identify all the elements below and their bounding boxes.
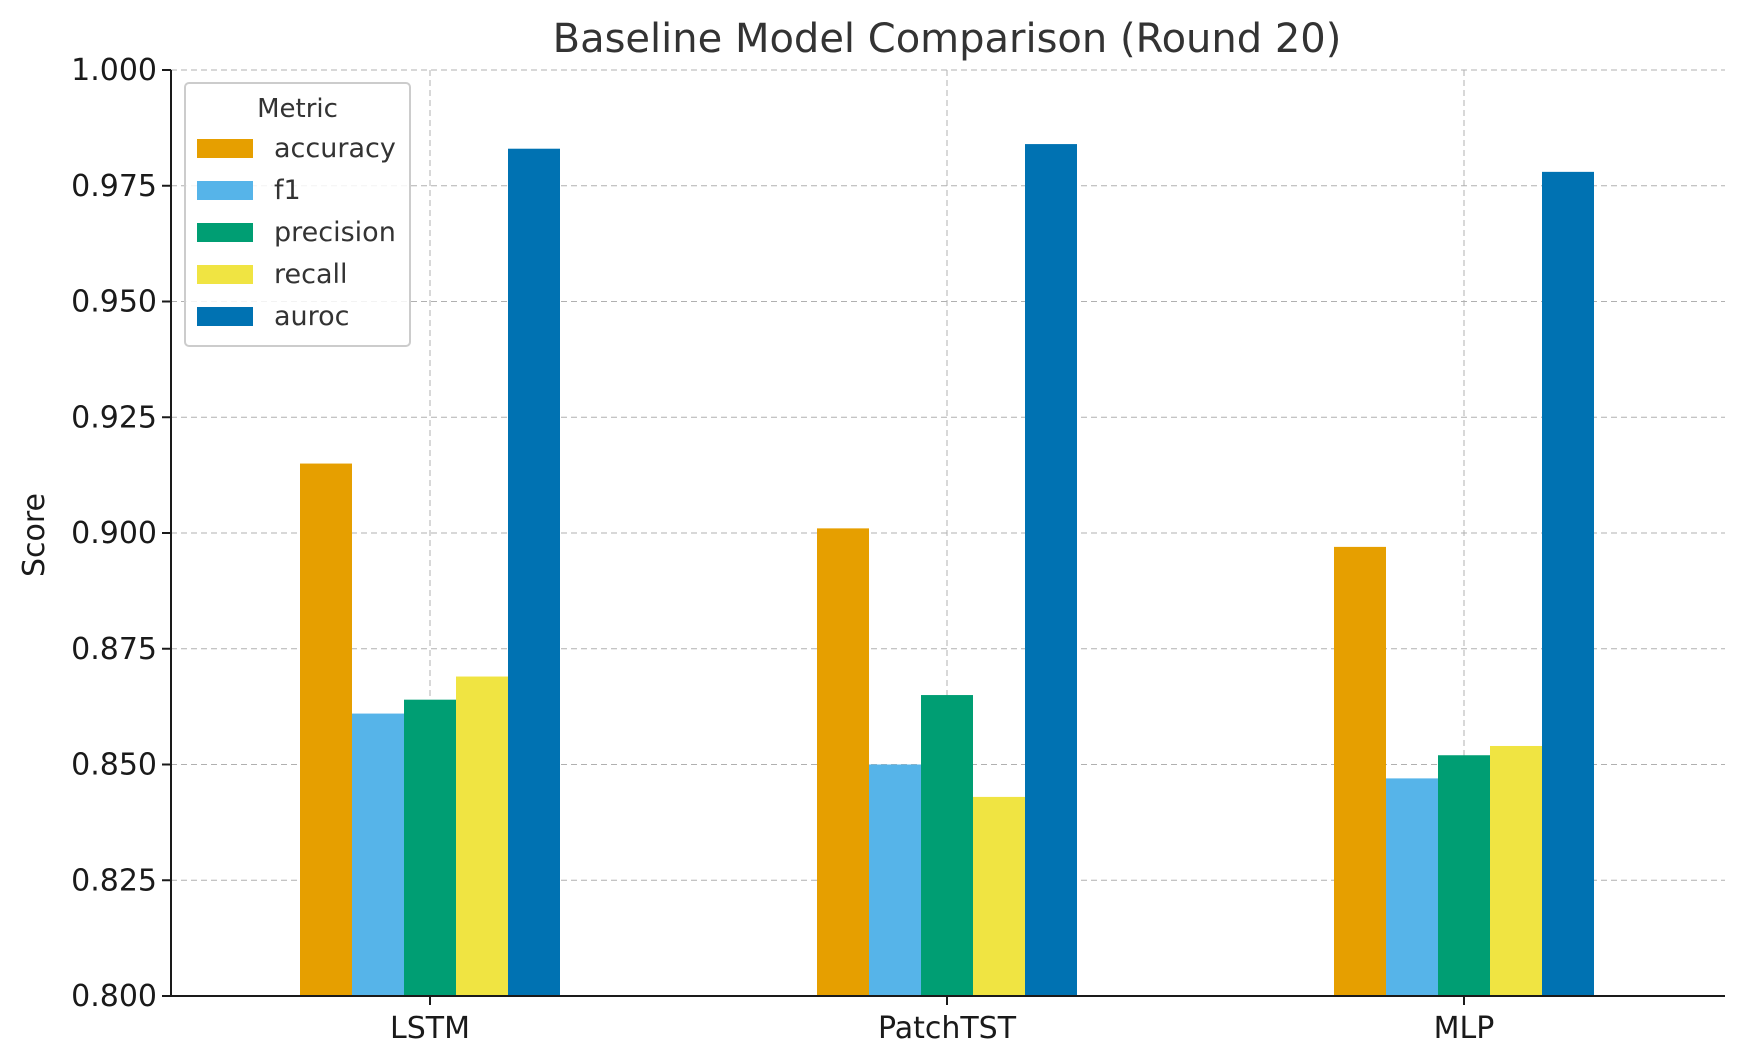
bar-accuracy-patchtst bbox=[817, 528, 869, 996]
y-tick-label: 0.900 bbox=[71, 516, 157, 551]
legend: Metric accuracy f1 precision recall auroc bbox=[184, 82, 411, 347]
bar-f1-lstm bbox=[352, 713, 404, 996]
y-tick-label: 0.800 bbox=[71, 979, 157, 1014]
y-tick-label: 0.825 bbox=[71, 863, 157, 898]
bar-f1-mlp bbox=[1386, 778, 1438, 996]
bar-recall-lstm bbox=[456, 676, 508, 996]
bar-precision-patchtst bbox=[921, 695, 973, 996]
legend-swatch-f1 bbox=[197, 181, 253, 200]
y-tick-label: 0.950 bbox=[71, 285, 157, 320]
x-tick-label: MLP bbox=[1434, 1011, 1495, 1046]
bar-auroc-patchtst bbox=[1025, 144, 1077, 996]
legend-label-recall: recall bbox=[274, 259, 348, 290]
y-axis-ticks: 0.800 0.825 0.850 0.875 0.900 0.925 0.950 0.975… bbox=[71, 53, 171, 1014]
bar-recall-mlp bbox=[1490, 745, 1542, 996]
bar-precision-lstm bbox=[404, 699, 456, 996]
y-tick-label: 1.000 bbox=[71, 53, 157, 88]
legend-label-auroc: auroc bbox=[274, 301, 350, 332]
bar-auroc-lstm bbox=[508, 148, 560, 996]
bar-accuracy-mlp bbox=[1334, 546, 1386, 996]
bar-auroc-mlp bbox=[1542, 171, 1594, 997]
y-tick-label: 0.975 bbox=[71, 169, 157, 204]
bar-accuracy-lstm bbox=[300, 463, 352, 996]
bars bbox=[300, 144, 1594, 997]
legend-swatch-auroc bbox=[197, 307, 253, 326]
y-tick-label: 0.875 bbox=[71, 632, 157, 667]
bar-f1-patchtst bbox=[869, 764, 921, 996]
x-tick-label: PatchTST bbox=[878, 1011, 1017, 1046]
legend-title: Metric bbox=[257, 94, 338, 124]
legend-swatch-precision bbox=[197, 223, 253, 242]
bar-precision-mlp bbox=[1438, 755, 1490, 996]
x-tick-label: LSTM bbox=[390, 1011, 470, 1046]
legend-label-f1: f1 bbox=[274, 175, 301, 206]
legend-label-accuracy: accuracy bbox=[274, 133, 396, 164]
legend-swatch-accuracy bbox=[197, 139, 253, 158]
y-tick-label: 0.850 bbox=[71, 748, 157, 783]
y-tick-label: 0.925 bbox=[71, 400, 157, 435]
y-axis-label: Score bbox=[17, 493, 52, 577]
bar-recall-patchtst bbox=[973, 796, 1025, 996]
legend-label-precision: precision bbox=[274, 217, 396, 248]
x-axis-ticks: LSTM PatchTST MLP bbox=[390, 996, 1494, 1046]
legend-swatch-recall bbox=[197, 265, 253, 284]
chart-title: Baseline Model Comparison (Round 20) bbox=[553, 16, 1342, 62]
